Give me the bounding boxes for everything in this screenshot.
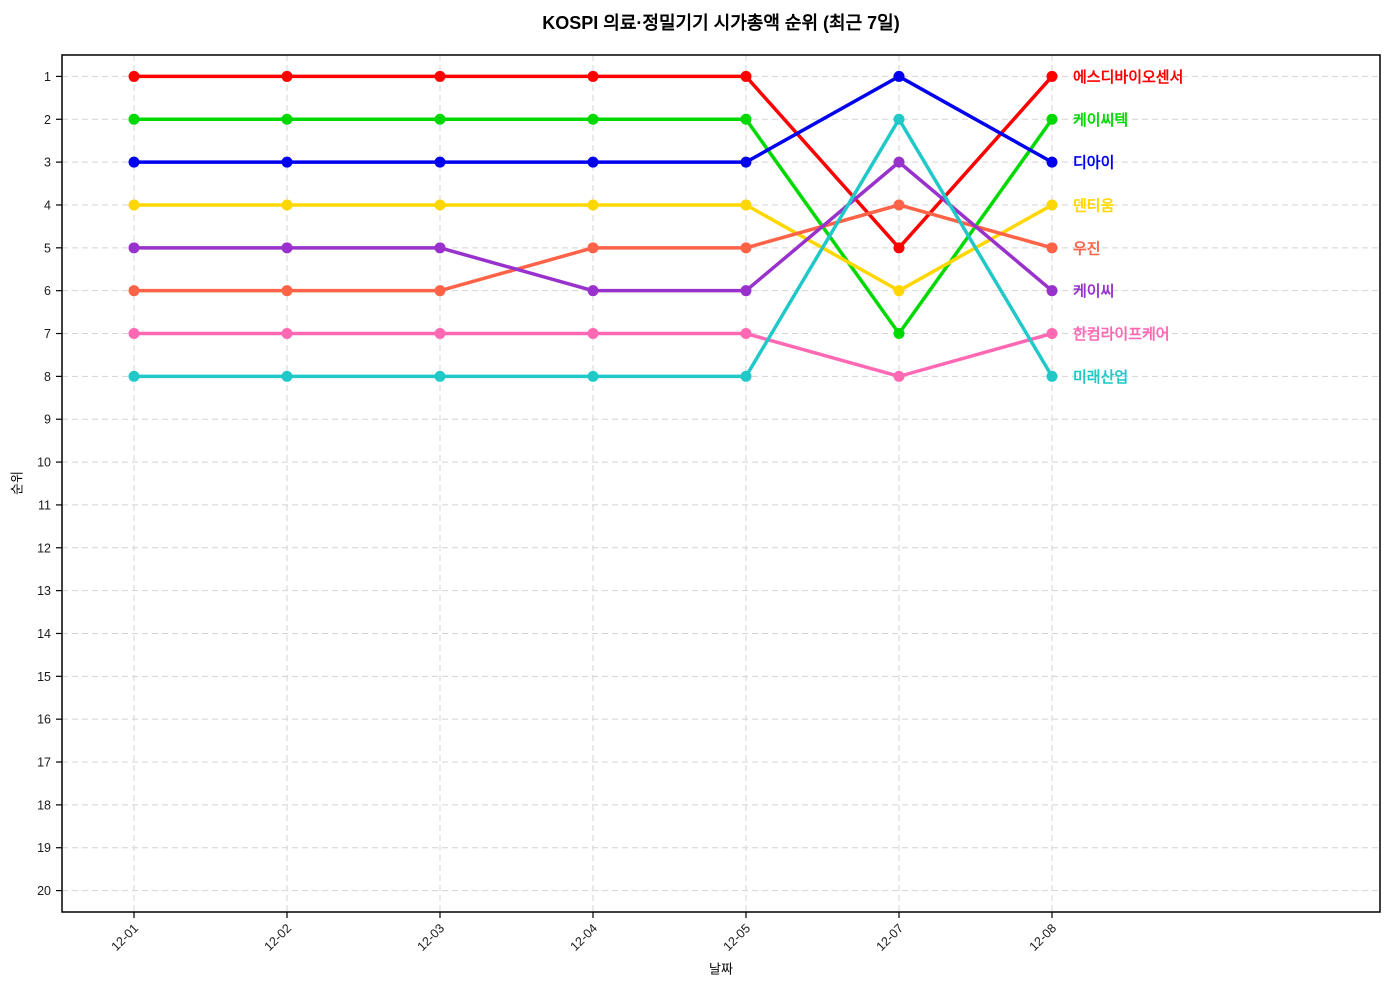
series-marker-미래산업-12-07 [893, 113, 905, 125]
y-axis-title: 순위 [9, 471, 25, 495]
y-tick-label-15: 15 [37, 670, 51, 684]
series-label-디아이: 디아이 [1073, 155, 1114, 172]
series-marker-디아이-12-01 [128, 156, 140, 168]
series-marker-우진-12-07 [893, 199, 905, 211]
plot-border [61, 54, 1381, 913]
series-marker-우진-12-04 [587, 242, 599, 254]
series-marker-한컴라이프케어-12-01 [128, 328, 140, 340]
series-label-우진: 우진 [1073, 240, 1101, 257]
series-marker-케이씨텍-12-07 [893, 328, 905, 340]
x-tick-label-12-07: 12-07 [874, 921, 907, 954]
series-marker-덴티움-12-05 [740, 199, 752, 211]
series-marker-한컴라이프케어-12-08 [1046, 328, 1058, 340]
series-label-한컴라이프케어: 한컴라이프케어 [1073, 325, 1170, 343]
y-tick-label-8: 8 [44, 370, 51, 384]
y-tick-label-7: 7 [44, 327, 51, 341]
series-label-덴티움: 덴티움 [1073, 197, 1115, 214]
series-marker-한컴라이프케어-12-03 [434, 328, 446, 340]
series-marker-에스디바이오센서-12-02 [281, 70, 293, 82]
y-tick-label-19: 19 [37, 841, 51, 855]
y-tick-label-13: 13 [37, 584, 51, 598]
series-marker-미래산업-12-08 [1046, 370, 1058, 382]
series-marker-덴티움-12-02 [281, 199, 293, 211]
series-marker-에스디바이오센서-12-03 [434, 70, 446, 82]
series-marker-에스디바이오센서-12-08 [1046, 70, 1058, 82]
y-tick-label-17: 17 [37, 756, 51, 770]
series-marker-미래산업-12-02 [281, 370, 293, 382]
y-tick-label-9: 9 [44, 413, 51, 427]
series-marker-디아이-12-07 [893, 70, 905, 82]
series-marker-에스디바이오센서-12-07 [893, 242, 905, 254]
series-marker-우진-12-03 [434, 285, 446, 297]
series-marker-미래산업-12-05 [740, 370, 752, 382]
series-marker-한컴라이프케어-12-05 [740, 328, 752, 340]
series-marker-케이씨-12-02 [281, 242, 293, 254]
series-marker-한컴라이프케어-12-02 [281, 328, 293, 340]
series-marker-케이씨텍-12-08 [1046, 113, 1058, 125]
series-marker-케이씨텍-12-01 [128, 113, 140, 125]
x-tick-label-12-04: 12-04 [568, 921, 601, 954]
series-marker-케이씨-12-05 [740, 285, 752, 297]
y-tick-label-6: 6 [44, 284, 51, 298]
series-marker-우진-12-05 [740, 242, 752, 254]
series-marker-덴티움-12-07 [893, 285, 905, 297]
series-label-케이씨텍: 케이씨텍 [1073, 111, 1128, 129]
series-marker-덴티움-12-03 [434, 199, 446, 211]
series-marker-우진-12-08 [1046, 242, 1058, 254]
x-tick-label-12-03: 12-03 [415, 921, 448, 954]
series-marker-케이씨텍-12-03 [434, 113, 446, 125]
series-marker-덴티움-12-04 [587, 199, 599, 211]
series-marker-디아이-12-03 [434, 156, 446, 168]
y-tick-label-4: 4 [44, 198, 51, 212]
y-tick-label-11: 11 [38, 498, 51, 512]
y-tick-label-20: 20 [37, 884, 51, 898]
series-marker-케이씨텍-12-04 [587, 113, 599, 125]
series-marker-케이씨-12-03 [434, 242, 446, 254]
series-marker-케이씨-12-01 [128, 242, 140, 254]
x-tick-label-12-01: 12-01 [109, 921, 142, 954]
x-tick-label-12-02: 12-02 [262, 921, 295, 954]
series-marker-미래산업-12-04 [587, 370, 599, 382]
y-tick-label-18: 18 [37, 798, 51, 812]
x-axis-title: 날짜 [709, 961, 733, 977]
series-marker-디아이-12-05 [740, 156, 752, 168]
series-marker-한컴라이프케어-12-07 [893, 370, 905, 382]
x-tick-label-12-05: 12-05 [721, 921, 754, 954]
series-marker-디아이-12-04 [587, 156, 599, 168]
series-marker-디아이-12-02 [281, 156, 293, 168]
y-tick-label-3: 3 [44, 156, 51, 170]
y-tick-label-14: 14 [37, 627, 51, 641]
y-tick-label-1: 1 [44, 70, 51, 84]
y-tick-label-10: 10 [37, 456, 51, 470]
series-marker-덴티움-12-08 [1046, 199, 1058, 211]
series-marker-미래산업-12-03 [434, 370, 446, 382]
series-marker-케이씨텍-12-02 [281, 113, 293, 125]
chart-title: KOSPI 의료·정밀기기 시가총액 순위 (최근 7일) [542, 13, 900, 33]
series-marker-케이씨-12-07 [893, 156, 905, 168]
series-marker-한컴라이프케어-12-04 [587, 328, 599, 340]
series-marker-케이씨-12-08 [1046, 285, 1058, 297]
series-marker-케이씨-12-04 [587, 285, 599, 297]
series-label-케이씨: 케이씨 [1073, 283, 1114, 300]
series-marker-우진-12-02 [281, 285, 293, 297]
series-marker-우진-12-01 [128, 285, 140, 297]
y-tick-label-2: 2 [44, 113, 51, 127]
series-marker-에스디바이오센서-12-05 [740, 70, 752, 82]
series-marker-디아이-12-08 [1046, 156, 1058, 168]
series-marker-에스디바이오센서-12-04 [587, 70, 599, 82]
y-tick-label-5: 5 [44, 241, 51, 255]
x-tick-label-12-08: 12-08 [1027, 921, 1060, 954]
series-label-미래산업: 미래산업 [1073, 369, 1128, 386]
series-marker-케이씨텍-12-05 [740, 113, 752, 125]
series-marker-에스디바이오센서-12-01 [128, 70, 140, 82]
y-tick-label-12: 12 [37, 541, 51, 555]
series-label-에스디바이오센서: 에스디바이오센서 [1073, 68, 1183, 86]
series-marker-미래산업-12-01 [128, 370, 140, 382]
series-marker-덴티움-12-01 [128, 199, 140, 211]
y-tick-label-16: 16 [37, 713, 51, 727]
